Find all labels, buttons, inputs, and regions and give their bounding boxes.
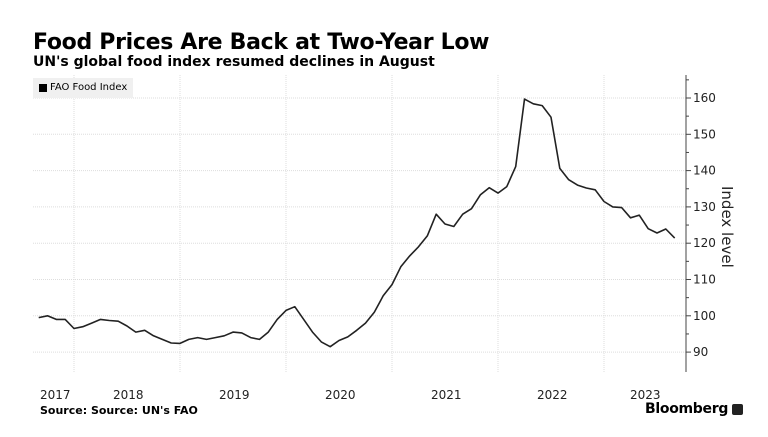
chart-title: Food Prices Are Back at Two-Year Low — [33, 30, 490, 55]
x-tick-label: 2018 — [113, 388, 144, 402]
y-tick-label: 100 — [693, 309, 716, 323]
bloomberg-logo: Bloomberg — [645, 401, 744, 417]
y-axis-label: Index level — [718, 186, 736, 268]
y-tick-label: 90 — [693, 345, 708, 359]
legend-swatch — [39, 84, 47, 92]
bloomberg-icon — [732, 403, 744, 415]
x-tick-label: 2022 — [537, 388, 568, 402]
y-tick-label: 140 — [693, 164, 716, 178]
legend: FAO Food Index — [33, 78, 134, 98]
x-tick-label: 2020 — [325, 388, 356, 402]
legend-label: FAO Food Index — [50, 82, 128, 93]
y-tick-label: 130 — [693, 200, 716, 214]
x-axis: 2017 2018 2019 2020 2021 2022 2023 — [40, 388, 661, 402]
x-tick-label: 2023 — [630, 388, 661, 402]
y-tick-label: 120 — [693, 236, 716, 250]
y-tick-label: 110 — [693, 273, 716, 287]
chart-subtitle: UN's global food index resumed declines … — [33, 54, 435, 70]
series-line-fao-food-index — [38, 98, 676, 348]
y-tick-label: 160 — [693, 91, 716, 105]
x-tick-label: 2019 — [219, 388, 250, 402]
y-tick-label: 150 — [693, 127, 716, 141]
source-note: Source: Source: UN's FAO — [40, 404, 198, 417]
y-axis: 90 100 110 120 130 140 150 160 — [685, 75, 716, 372]
brand-text: Bloomberg — [645, 401, 729, 417]
x-tick-label: 2017 — [40, 388, 71, 402]
x-tick-label: 2021 — [431, 388, 462, 402]
grid — [33, 75, 686, 372]
